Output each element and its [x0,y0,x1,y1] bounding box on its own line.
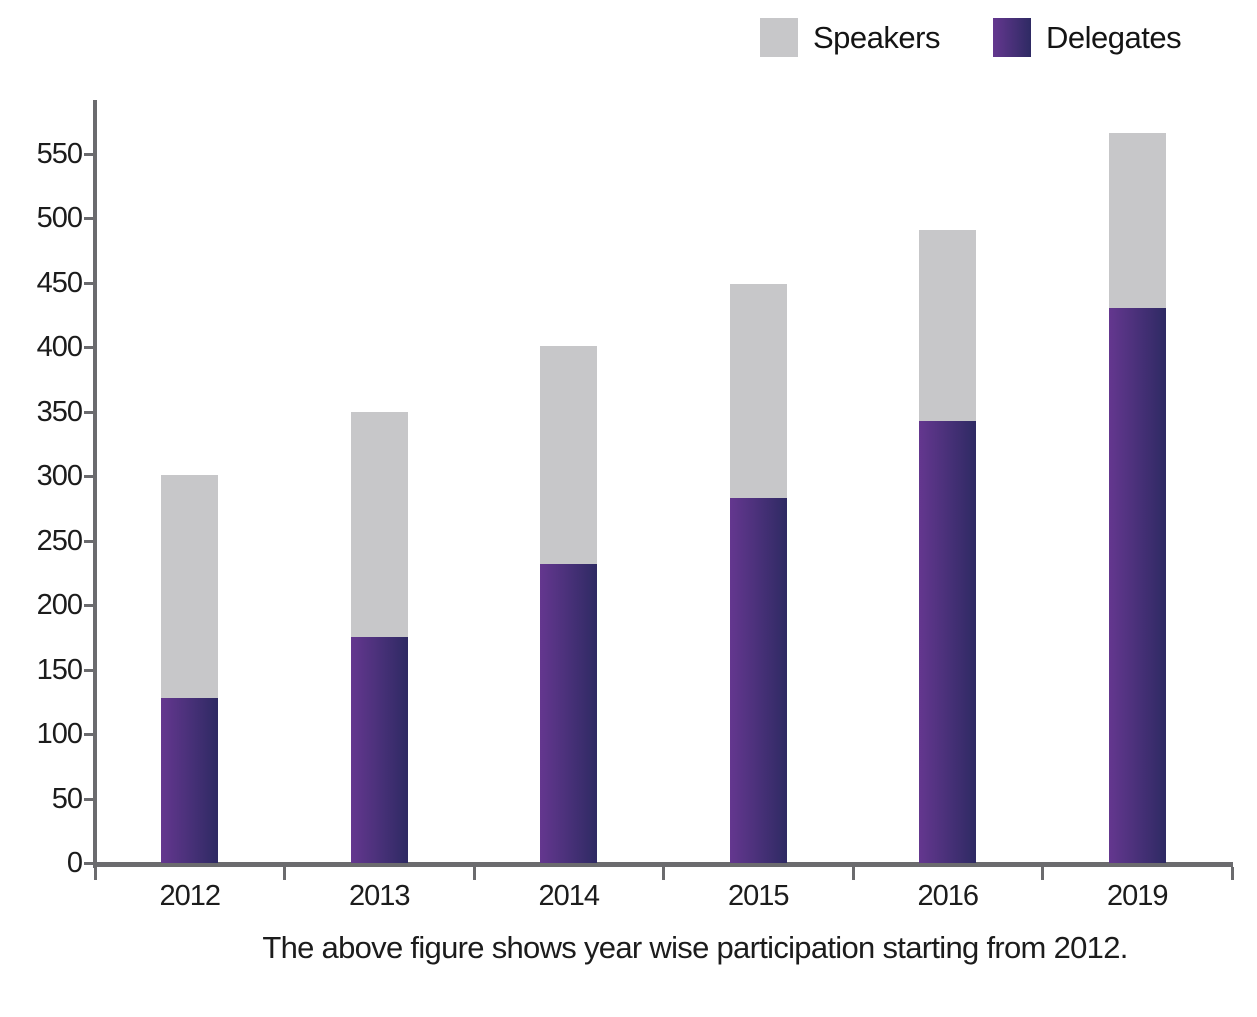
bar-speakers-2012 [161,474,219,698]
x-axis-tick [851,867,855,880]
x-axis-tick-label: 2012 [159,880,221,912]
bar-delegates-2014 [540,563,598,863]
y-axis-tick [84,797,95,801]
y-axis-tick-label: 100 [36,718,83,750]
y-axis-tick [84,862,95,865]
y-axis-tick-label: 200 [36,589,83,621]
bar-speakers-2015 [729,283,787,498]
x-axis-tick [1041,867,1044,880]
y-axis-tick [84,539,95,543]
x-axis-tick [1230,867,1234,880]
y-axis-tick [84,410,95,414]
legend-label-delegates: Delegates [1046,19,1182,55]
bar-delegates-2016 [919,420,977,863]
bar-delegates-2015 [729,497,787,863]
y-axis-tick [84,217,95,220]
x-axis-tick [283,867,286,880]
legend-swatch-delegates [993,18,1031,57]
y-axis-tick-label: 550 [36,137,83,170]
x-axis-tick [93,867,97,880]
x-axis-tick-label: 2013 [348,880,411,912]
bar-delegates-2019 [1108,308,1166,863]
bar-delegates-2012 [161,697,219,863]
y-axis-tick [84,346,95,349]
y-axis-tick [84,733,95,736]
y-axis-tick [84,281,95,285]
y-axis-tick-label: 250 [36,524,83,557]
legend-item-delegates: Delegates [993,18,1182,57]
y-axis-tick-label: 50 [51,782,83,815]
legend-swatch-speakers [760,18,798,57]
y-axis-line [93,100,97,868]
x-axis-line [93,862,1233,867]
bar-speakers-2013 [350,411,408,638]
y-axis-tick-label: 350 [36,395,83,428]
y-axis-tick-label: 300 [36,460,83,492]
y-axis-tick-label: 150 [36,653,83,686]
x-axis-tick-label: 2019 [1106,880,1169,912]
bar-delegates-2013 [350,637,408,863]
y-axis-tick [84,475,95,478]
bar-speakers-2016 [919,229,977,421]
bar-speakers-2014 [540,345,598,564]
x-axis-tick [662,867,665,880]
legend-item-speakers: Speakers [760,18,940,57]
y-axis-tick [84,668,95,672]
y-axis-tick-label: 500 [36,202,83,234]
y-axis-tick [84,152,95,156]
x-axis-tick [472,867,476,880]
y-axis-tick-label: 450 [36,266,83,299]
y-axis-tick-label: 400 [36,331,83,363]
x-axis-tick-label: 2015 [727,880,790,912]
bar-speakers-2019 [1108,132,1166,309]
legend-label-speakers: Speakers [813,19,940,55]
y-axis-tick [84,604,95,607]
x-axis-tick-label: 2016 [917,880,979,912]
x-axis-tick-label: 2014 [538,880,600,912]
chart-caption: The above figure shows year wise partici… [262,930,1128,965]
y-axis-tick-label: 0 [66,847,83,879]
